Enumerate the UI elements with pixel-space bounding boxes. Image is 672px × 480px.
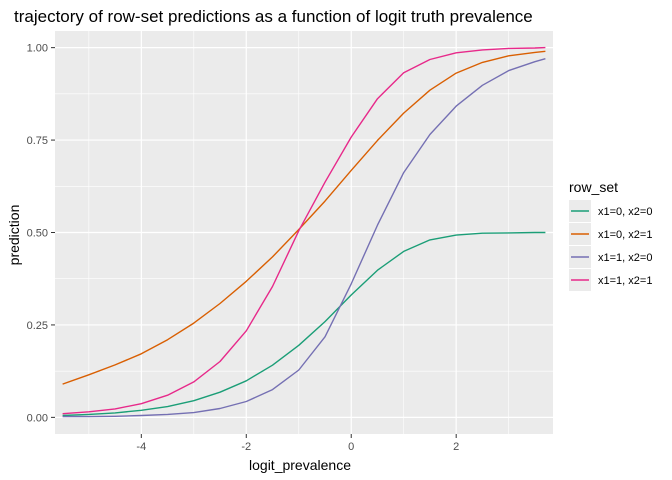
series-line-x1-1-x2-0 — [62, 58, 546, 418]
y-tick-label: 0.00 — [27, 412, 48, 424]
legend-label: x1=0, x2=0 — [598, 206, 652, 218]
y-tick-label: 0.25 — [27, 320, 48, 332]
y-tick-label: 1.00 — [27, 43, 48, 55]
x-axis-title: logit_prevalence — [249, 457, 351, 473]
legend-label: x1=0, x2=1 — [598, 229, 652, 241]
x-tick-label: 2 — [453, 441, 459, 453]
legend: row_set x1=0, x2=0 x1=0, x2=1 x1=1, x2=0 x1… — [569, 179, 652, 291]
x-tick-label: -4 — [136, 441, 146, 453]
x-tick-label: 0 — [348, 441, 354, 453]
series-layer — [62, 46, 546, 418]
legend-title: row_set — [569, 179, 618, 195]
y-tick-label: 0.75 — [27, 135, 48, 147]
legend-label: x1=1, x2=1 — [598, 275, 652, 287]
y-axis-title: prediction — [6, 205, 22, 266]
legend-label: x1=1, x2=0 — [598, 252, 652, 264]
x-tick-label: -2 — [241, 441, 251, 453]
series-line-x1-1-x2-1 — [62, 46, 546, 415]
y-tick-label: 0.50 — [27, 228, 48, 240]
chart-title: trajectory of row-set predictions as a f… — [14, 7, 533, 26]
axes: -4 -2 0 2 0.00 0.25 0.50 0.75 1.00 — [27, 43, 460, 453]
grid-lines — [55, 31, 553, 434]
series-line-x1-0-x2-0 — [62, 231, 546, 417]
series-line-x1-0-x2-1 — [62, 50, 546, 385]
